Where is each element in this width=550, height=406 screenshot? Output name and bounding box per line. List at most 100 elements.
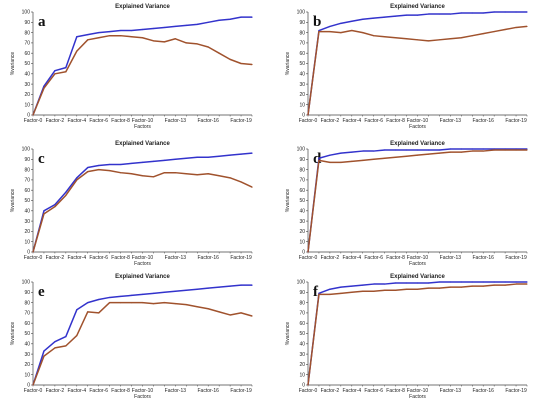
data-point [32, 114, 34, 116]
data-point [152, 292, 155, 294]
data-point [174, 38, 176, 40]
y-tick-label: 50 [299, 61, 305, 67]
data-point [318, 159, 320, 161]
data-point [449, 286, 451, 288]
x-tick-label: Factor-19 [505, 388, 527, 394]
data-point [141, 293, 144, 295]
y-tick-label: 70 [24, 311, 30, 317]
chart-title: Explained Variance [390, 274, 445, 280]
data-point [218, 175, 220, 177]
data-point [196, 23, 198, 25]
y-tick-label: 20 [299, 92, 305, 98]
x-tick-label: Factor-10 [132, 255, 154, 261]
y-tick-label: 0 [27, 383, 30, 389]
chart-panel-b: Explained Variance b 0 10 20 30 40 50 60 70 80 90 10… [285, 4, 528, 130]
x-axis-label: Factors [409, 261, 426, 267]
data-point [405, 288, 408, 290]
x-tick-label: Factor-2 [46, 255, 65, 261]
data-point [384, 157, 386, 159]
chart-panel-e: Explained Variance e 0 10 20 30 40 50 60 70 80 90 10… [10, 274, 253, 400]
chart-title: Explained Variance [390, 141, 445, 147]
x-tick-label: Factor-19 [230, 255, 252, 261]
data-point [362, 150, 364, 152]
data-point [163, 26, 165, 29]
series-line-1 [32, 16, 252, 116]
series-line-2 [32, 168, 253, 253]
x-tick-label: Factor-10 [407, 118, 429, 124]
series-line-1 [307, 281, 527, 386]
data-point [471, 150, 473, 152]
data-point [218, 155, 220, 157]
x-tick-label: Factor-16 [197, 388, 219, 394]
data-point [152, 27, 155, 30]
data-point [416, 14, 419, 16]
y-tick-label: 100 [22, 147, 31, 153]
data-point [87, 171, 89, 173]
data-point [493, 30, 495, 33]
data-point [207, 308, 209, 310]
data-point [427, 13, 430, 15]
data-point [384, 289, 386, 291]
y-tick-label: 20 [24, 362, 30, 368]
x-tick-label: Factor-6 [89, 388, 108, 394]
series-line-1 [32, 152, 253, 253]
y-tick-label: 30 [24, 219, 30, 225]
data-point [185, 24, 187, 26]
data-point [54, 341, 56, 343]
data-point [449, 151, 451, 153]
x-tick-label: Factor-8 [386, 118, 405, 124]
x-tick-label: Factor-13 [165, 388, 187, 394]
data-point [416, 282, 419, 284]
data-point [515, 11, 517, 13]
x-tick-label: Factor-8 [386, 388, 405, 394]
y-tick-label: 50 [24, 198, 30, 204]
data-point [438, 152, 440, 154]
data-point [329, 25, 331, 28]
y-tick-label: 40 [24, 72, 30, 78]
data-point [120, 35, 122, 37]
data-point [163, 291, 165, 293]
data-point [373, 283, 375, 285]
x-axis-label: Factors [134, 394, 151, 400]
data-point [416, 149, 419, 151]
data-point [229, 18, 231, 20]
data-point [152, 40, 155, 42]
y-tick-label: 10 [299, 102, 305, 108]
data-point [65, 194, 67, 196]
x-tick-label: Factor-19 [505, 118, 527, 124]
y-tick-label: 70 [299, 41, 305, 47]
panel-letter: a [38, 14, 46, 30]
series-line-2 [32, 301, 253, 386]
data-point [98, 169, 100, 171]
data-point [515, 281, 517, 283]
data-point [493, 11, 495, 13]
data-point [493, 284, 495, 286]
x-tick-label: Factor-2 [46, 118, 65, 124]
data-point [373, 158, 375, 160]
data-point [130, 302, 133, 304]
data-point [351, 291, 353, 293]
data-point [362, 290, 364, 292]
x-tick-label: Factor-6 [364, 255, 383, 261]
data-point [362, 284, 364, 286]
x-tick-label: Factor-10 [132, 118, 154, 124]
data-point [340, 292, 342, 294]
y-tick-label: 70 [24, 178, 30, 184]
data-point [65, 345, 67, 347]
y-tick-label: 100 [22, 10, 31, 16]
chart-title: Explained Variance [115, 274, 170, 280]
data-point [229, 58, 231, 60]
chart-title: Explained Variance [390, 4, 445, 10]
data-point [174, 290, 176, 292]
panel-letter: b [313, 14, 321, 30]
data-point [318, 30, 320, 33]
y-axis-label: %variance [285, 189, 291, 213]
y-tick-label: 70 [299, 178, 305, 184]
data-point [373, 290, 375, 292]
data-point [109, 163, 111, 166]
data-point [329, 288, 331, 290]
data-point [395, 282, 397, 284]
data-point [482, 285, 484, 287]
x-tick-label: Factor-16 [197, 118, 219, 124]
data-point [76, 179, 78, 181]
